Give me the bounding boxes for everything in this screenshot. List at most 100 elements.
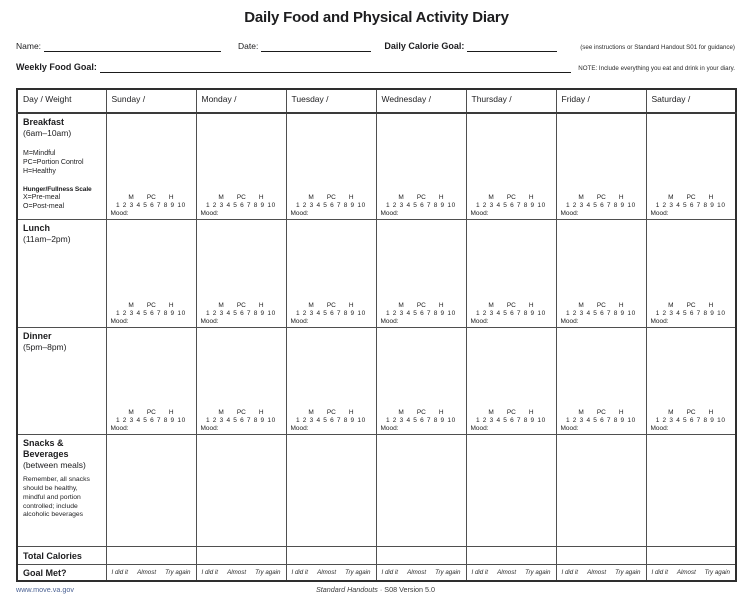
goal-option-almost: Almost	[407, 568, 427, 576]
healthy-label: H	[168, 193, 174, 201]
dinner-day-cell: M PC H 1 2 3 4 5 6 7 8 9 10 Mood:	[285, 326, 377, 435]
healthy-label: H	[168, 408, 174, 416]
total-calories-day-cell	[375, 545, 467, 565]
header-line-1: Name: Date: Daily Calorie Goal: (see ins…	[16, 41, 735, 52]
goal-met-day-cell: I did it Almost Try again	[195, 563, 287, 582]
hunger-scale-block: M PC H 1 2 3 4 5 6 7 8 9 10 Mood:	[287, 408, 375, 434]
move-va-gov-link[interactable]: www.move.va.gov	[16, 585, 74, 594]
breakfast-day-cell: M PC H 1 2 3 4 5 6 7 8 9 10 Mood:	[645, 112, 737, 220]
mood-label: Mood:	[560, 317, 579, 325]
portion-control-label: PC	[326, 301, 336, 309]
hunger-scale-numbers: 1 2 3 4 5 6 7 8 9 10	[205, 309, 277, 317]
meal-code-legend: M=Mindful PC=Portion Control H=Healthy	[23, 149, 104, 176]
hunger-fullness-scale-title: Hunger/Fullness Scale	[23, 185, 92, 193]
snacks-day-cell	[555, 433, 647, 547]
row-label-goal-met: Goal Met?	[16, 563, 107, 582]
mood-label: Mood:	[200, 424, 219, 432]
date-fill-line	[261, 43, 372, 52]
hunger-scale-block: M PC H 1 2 3 4 5 6 7 8 9 10 Mood:	[467, 302, 555, 327]
hunger-scale-numbers: 1 2 3 4 5 6 7 8 9 10	[205, 416, 277, 424]
goal-option-almost: Almost	[137, 568, 157, 576]
dinner-day-cell: M PC H 1 2 3 4 5 6 7 8 9 10 Mood:	[645, 326, 737, 435]
mindful-label: M	[308, 193, 314, 201]
total-calories-day-cell	[195, 545, 287, 565]
dinner-day-cell: M PC H 1 2 3 4 5 6 7 8 9 10 Mood:	[555, 326, 647, 435]
mood-label: Mood:	[560, 424, 579, 432]
snacks-day-cell	[465, 433, 557, 547]
day-header-wednesday: Wednesday /	[375, 88, 467, 114]
portion-control-label: PC	[596, 301, 606, 309]
total-calories-label: Total Calories	[23, 551, 82, 561]
breakfast-day-cell: M PC H 1 2 3 4 5 6 7 8 9 10 Mood:	[195, 112, 287, 220]
portion-control-label: PC	[146, 408, 156, 416]
portion-control-label: PC	[326, 193, 336, 201]
handout-series-name: Standard Handouts	[315, 585, 378, 594]
goal-option-try-again: Try again	[255, 568, 281, 576]
day-header-saturday: Saturday /	[645, 88, 737, 114]
mindful-label: M	[398, 408, 404, 416]
legend-portion-control: PC=Portion Control	[23, 159, 84, 167]
day-header-friday: Friday /	[555, 88, 647, 114]
diary-table: Day / Weight Sunday / Monday / Tuesday /…	[16, 88, 737, 582]
mood-label: Mood:	[200, 209, 219, 217]
mood-label: Mood:	[110, 424, 129, 432]
mindful-label: M	[218, 301, 224, 309]
mindful-label: M	[128, 408, 134, 416]
portion-control-label: PC	[686, 408, 696, 416]
portion-control-label: PC	[236, 408, 246, 416]
hunger-scale-numbers: 1 2 3 4 5 6 7 8 9 10	[295, 201, 367, 209]
goal-option-i-did-it: I did it	[381, 568, 399, 576]
lunch-day-cell: M PC H 1 2 3 4 5 6 7 8 9 10 Mood:	[375, 218, 467, 328]
goal-option-try-again: Try again	[345, 568, 371, 576]
snacks-note: Remember, all snacks should be healthy, …	[23, 476, 90, 519]
goal-met-label: Goal Met?	[23, 568, 67, 579]
mindful-label: M	[398, 301, 404, 309]
hunger-scale-block: M PC H 1 2 3 4 5 6 7 8 9 10 Mood:	[107, 193, 195, 219]
hunger-scale-numbers: 1 2 3 4 5 6 7 8 9 10	[655, 416, 726, 424]
lunch-title: Lunch	[23, 222, 50, 233]
legend-healthy: H=Healthy	[23, 168, 56, 176]
hunger-scale-block: M PC H 1 2 3 4 5 6 7 8 9 10 Mood:	[647, 408, 735, 434]
hunger-scale-numbers: 1 2 3 4 5 6 7 8 9 10	[115, 309, 187, 317]
mood-label: Mood:	[380, 209, 399, 217]
legend-post-meal: O=Post-meal	[23, 202, 65, 210]
hunger-scale-block: M PC H 1 2 3 4 5 6 7 8 9 10 Mood:	[467, 409, 555, 434]
portion-control-label: PC	[326, 408, 336, 416]
mood-label: Mood:	[650, 424, 669, 432]
mood-label: Mood:	[650, 317, 669, 325]
row-label-total-calories: Total Calories	[16, 545, 107, 565]
portion-control-label: PC	[686, 301, 696, 309]
goal-options: I did it Almost Try again	[287, 568, 375, 576]
hunger-scale-block: M PC H 1 2 3 4 5 6 7 8 9 10 Mood:	[287, 301, 375, 327]
goal-option-i-did-it: I did it	[111, 568, 129, 576]
goal-option-almost: Almost	[587, 568, 607, 576]
hunger-scale-block: M PC H 1 2 3 4 5 6 7 8 9 10 Mood:	[467, 194, 555, 219]
snacks-day-cell	[105, 433, 197, 547]
row-label-snacks: Snacks & Beverages (between meals) Remem…	[16, 433, 107, 547]
calorie-goal-label: Daily Calorie Goal:	[384, 41, 465, 51]
healthy-label: H	[708, 193, 714, 201]
goal-option-try-again: Try again	[615, 568, 641, 576]
goal-options: I did it Almost Try again	[377, 568, 465, 576]
date-label: Date:	[238, 41, 259, 51]
total-calories-row: Total Calories	[16, 545, 737, 565]
row-label-lunch: Lunch (11am–2pm)	[16, 218, 107, 328]
hunger-scale-block: M PC H 1 2 3 4 5 6 7 8 9 10 Mood:	[647, 193, 735, 219]
snacks-day-cell	[195, 433, 287, 547]
goal-met-day-cell: I did it Almost Try again	[285, 563, 377, 582]
hunger-scale-block: M PC H 1 2 3 4 5 6 7 8 9 10 Mood:	[107, 301, 195, 327]
hunger-scale-legend: X=Pre-meal O=Post-meal	[23, 193, 104, 211]
healthy-label: H	[258, 193, 264, 201]
mindful-label: M	[398, 193, 404, 201]
mood-label: Mood:	[380, 317, 399, 325]
healthy-label: H	[168, 301, 174, 309]
handout-version: S08 Version 5.0	[384, 585, 436, 594]
goal-option-almost: Almost	[227, 568, 247, 576]
dinner-day-cell: M PC H 1 2 3 4 5 6 7 8 9 10 Mood:	[465, 326, 557, 435]
hunger-scale-numbers: 1 2 3 4 5 6 7 8 9 10	[115, 416, 187, 424]
mindful-label: M	[218, 408, 224, 416]
dinner-title: Dinner	[23, 330, 52, 341]
mood-label: Mood:	[290, 317, 309, 325]
goal-option-try-again: Try again	[525, 568, 551, 576]
weekly-goal-note: NOTE: Include everything you eat and dri…	[578, 65, 735, 72]
